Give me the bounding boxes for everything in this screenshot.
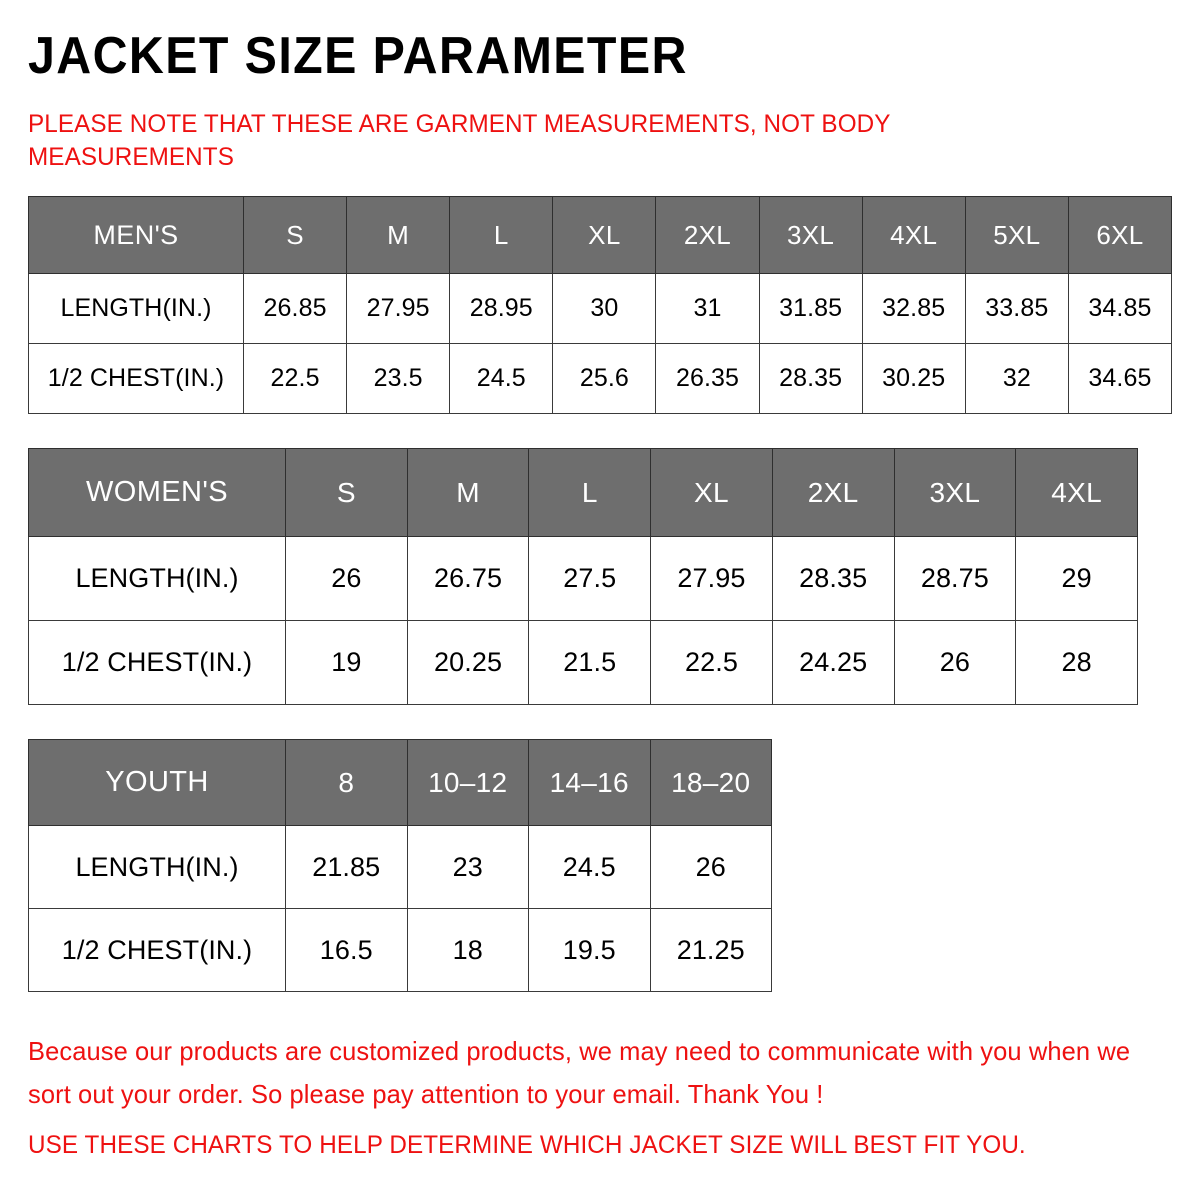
size-column-header: 2XL [655, 196, 760, 274]
womens-table-body: LENGTH(IN.) 26 26.75 27.5 27.95 28.35 28.75 29 1… [28, 536, 1138, 705]
customization-note: Because our products are customized prod… [28, 1036, 1131, 1109]
table-header-row: MEN'S S M L XL 2XL 3XL 4XL 5XL 6XL [28, 196, 1173, 274]
mens-size-table: MEN'S S M L XL 2XL 3XL 4XL 5XL 6XL LENGTH(IN.) 26.… [28, 196, 1173, 414]
measurement-cell: 34.85 [1067, 273, 1173, 344]
measurement-cell: 32.85 [861, 273, 966, 344]
measurement-cell: 24.5 [449, 343, 554, 414]
table-row: 1/2 CHEST(IN.) 16.5 18 19.5 21.25 [28, 908, 772, 992]
measurement-cell: 24.5 [528, 825, 651, 909]
measurement-cell: 28.95 [449, 273, 554, 344]
chart-usage-note: USE THESE CHARTS TO HELP DETERMINE WHICH… [28, 1131, 1026, 1159]
measurement-cell: 32 [964, 343, 1069, 414]
size-column-header: 10–12 [406, 739, 529, 826]
table-row: 1/2 CHEST(IN.) 22.5 23.5 24.5 25.6 26.35 28.35… [28, 343, 1173, 414]
measurement-row-label: LENGTH(IN.) [28, 536, 286, 621]
womens-size-table: WOMEN'S S M L XL 2XL 3XL 4XL LENGTH(IN.) 26 26.75… [28, 448, 1138, 705]
measurement-cell: 19 [285, 620, 408, 705]
table-row: LENGTH(IN.) 26.85 27.95 28.95 30 31 31.85 32.85… [28, 273, 1173, 344]
measurement-cell: 28.75 [893, 536, 1017, 621]
measurement-cell: 27.5 [528, 536, 652, 621]
measurement-row-label: LENGTH(IN.) [28, 273, 244, 344]
size-column-header: 4XL [1015, 448, 1138, 537]
size-column-header: 8 [285, 739, 408, 826]
size-column-header: 3XL [893, 448, 1017, 537]
measurement-cell: 29 [1015, 536, 1138, 621]
measurement-cell: 27.95 [346, 273, 451, 344]
measurement-cell: 16.5 [285, 908, 408, 992]
measurement-cell: 18 [406, 908, 529, 992]
size-column-header: S [285, 448, 408, 537]
measurement-cell: 30 [552, 273, 657, 344]
youth-table-body: LENGTH(IN.) 21.85 23 24.5 26 1/2 CHEST(IN.) 16… [28, 825, 772, 992]
youth-table-header: YOUTH 8 10–12 14–16 18–20 [28, 739, 772, 826]
measurement-cell: 28.35 [771, 536, 895, 621]
size-column-header: 14–16 [528, 739, 651, 826]
measurement-row-label: 1/2 CHEST(IN.) [28, 343, 244, 414]
size-column-header: 2XL [771, 448, 895, 537]
table-header-row: YOUTH 8 10–12 14–16 18–20 [28, 739, 772, 826]
size-column-header: XL [552, 196, 657, 274]
size-column-header: 5XL [964, 196, 1069, 274]
measurement-cell: 22.5 [650, 620, 773, 705]
page-title: JACKET SIZE PARAMETER [28, 27, 688, 85]
measurement-cell: 31 [655, 273, 760, 344]
size-column-header: 6XL [1067, 196, 1173, 274]
table-row: 1/2 CHEST(IN.) 19 20.25 21.5 22.5 24.25 26 28 [28, 620, 1138, 705]
measurement-cell: 23 [406, 825, 529, 909]
size-column-header: 4XL [861, 196, 966, 274]
measurement-cell: 26 [649, 825, 772, 909]
measurement-cell: 21.85 [285, 825, 408, 909]
measurement-row-label: 1/2 CHEST(IN.) [28, 620, 286, 705]
measurement-row-label: LENGTH(IN.) [28, 825, 286, 909]
measurement-cell: 33.85 [964, 273, 1069, 344]
size-column-header: 18–20 [649, 739, 772, 826]
measurement-cell: 21.25 [649, 908, 772, 992]
size-column-header: M [346, 196, 451, 274]
measurement-cell: 30.25 [861, 343, 966, 414]
measurement-cell: 28 [1015, 620, 1138, 705]
measurement-cell: 34.65 [1067, 343, 1173, 414]
womens-corner-label: WOMEN'S [28, 448, 286, 537]
measurement-row-label: 1/2 CHEST(IN.) [28, 908, 286, 992]
measurement-cell: 24.25 [771, 620, 895, 705]
mens-corner-label: MEN'S [28, 196, 244, 274]
youth-corner-label: YOUTH [28, 739, 286, 826]
table-header-row: WOMEN'S S M L XL 2XL 3XL 4XL [28, 448, 1138, 537]
measurement-cell: 28.35 [758, 343, 863, 414]
measurement-cell: 26 [285, 536, 408, 621]
size-column-header: L [528, 448, 652, 537]
garment-measurement-notice: PLEASE NOTE THAT THESE ARE GARMENT MEASU… [28, 110, 891, 171]
size-column-header: S [242, 196, 348, 274]
mens-table-header: MEN'S S M L XL 2XL 3XL 4XL 5XL 6XL [28, 196, 1173, 274]
youth-size-table: YOUTH 8 10–12 14–16 18–20 LENGTH(IN.) 21.85 23… [28, 739, 772, 992]
table-row: LENGTH(IN.) 21.85 23 24.5 26 [28, 825, 772, 909]
measurement-cell: 22.5 [242, 343, 348, 414]
size-column-header: L [449, 196, 554, 274]
size-column-header: 3XL [758, 196, 863, 274]
measurement-cell: 26.35 [655, 343, 760, 414]
womens-table-header: WOMEN'S S M L XL 2XL 3XL 4XL [28, 448, 1138, 537]
measurement-cell: 20.25 [406, 620, 530, 705]
measurement-cell: 26.75 [406, 536, 530, 621]
size-column-header: XL [650, 448, 773, 537]
measurement-cell: 31.85 [758, 273, 863, 344]
measurement-cell: 27.95 [650, 536, 773, 621]
size-column-header: M [406, 448, 530, 537]
table-row: LENGTH(IN.) 26 26.75 27.5 27.95 28.35 28.75 29 [28, 536, 1138, 621]
measurement-cell: 21.5 [528, 620, 652, 705]
measurement-cell: 26 [893, 620, 1017, 705]
measurement-cell: 19.5 [528, 908, 651, 992]
measurement-cell: 26.85 [242, 273, 348, 344]
mens-table-body: LENGTH(IN.) 26.85 27.95 28.95 30 31 31.85 32.85… [28, 273, 1173, 414]
measurement-cell: 23.5 [346, 343, 451, 414]
measurement-cell: 25.6 [552, 343, 657, 414]
